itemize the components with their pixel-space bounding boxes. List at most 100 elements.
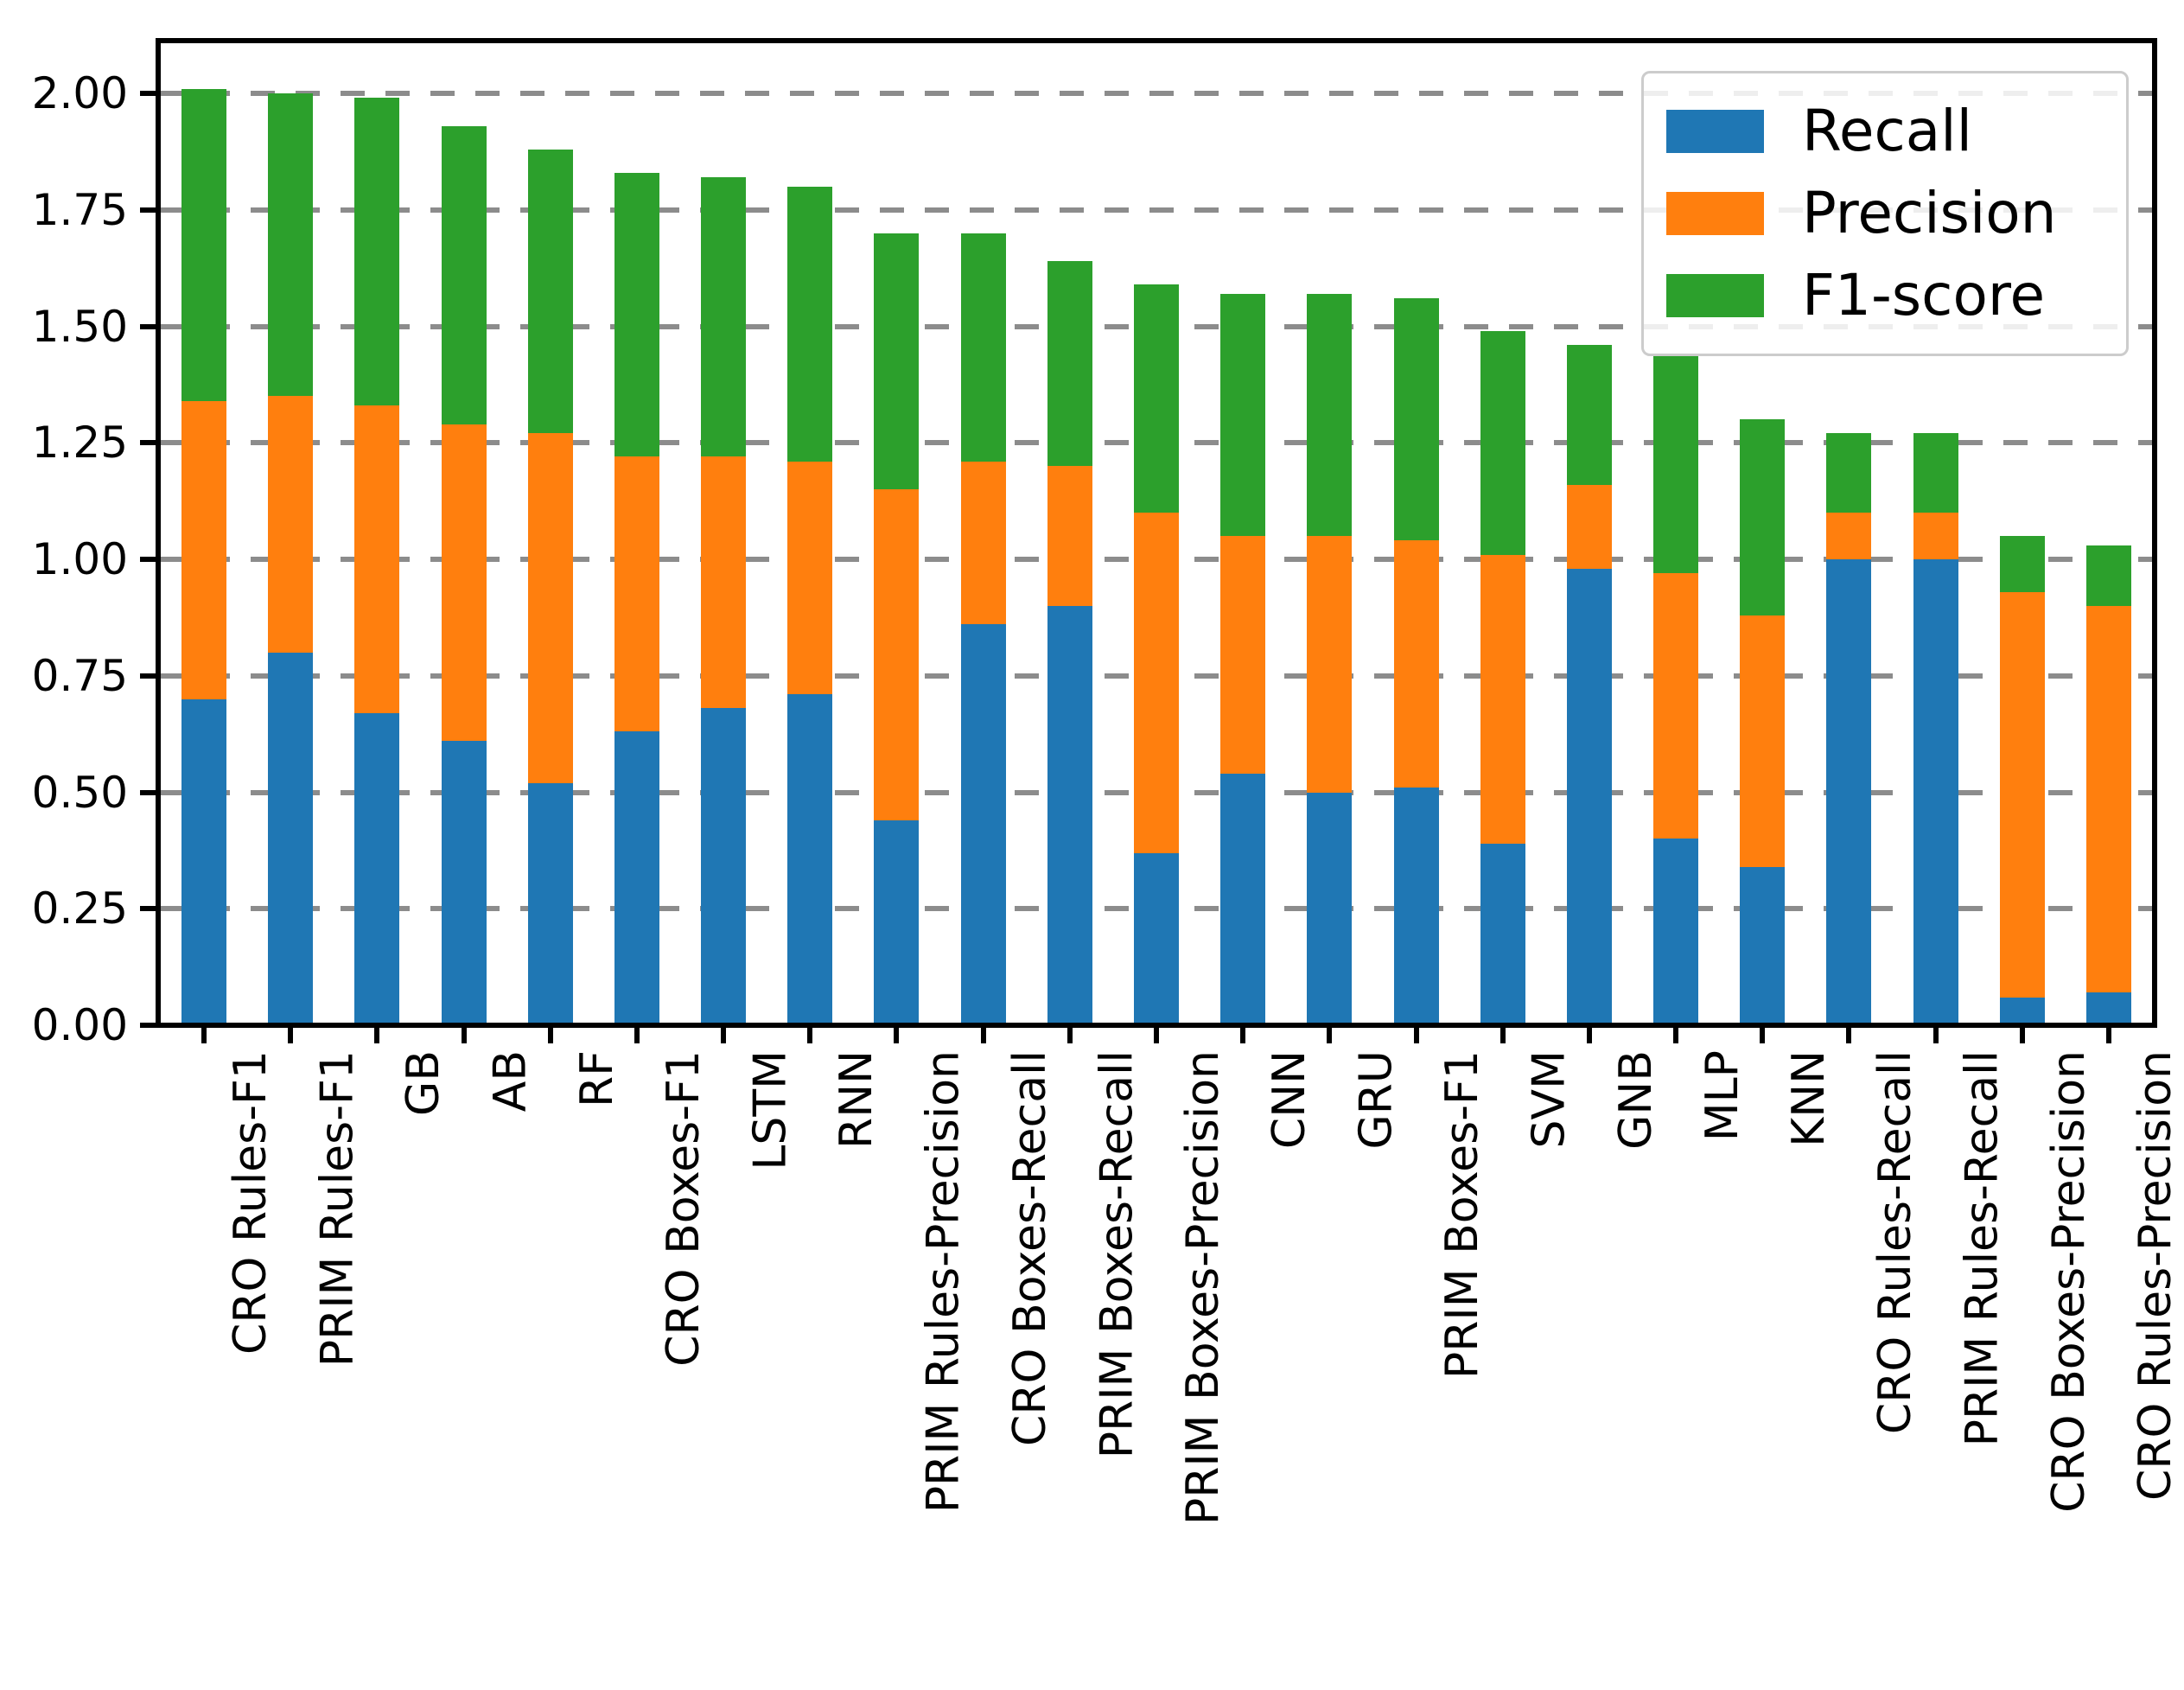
x-axis-label: GRU bbox=[1350, 1050, 1403, 1150]
legend-item-precision: Precision bbox=[1666, 184, 2104, 242]
x-axis-tick bbox=[1500, 1028, 1506, 1043]
bar-segment-f1score bbox=[1047, 261, 1092, 467]
bar-segment-precision bbox=[1999, 591, 2045, 998]
y-axis-tick bbox=[140, 323, 156, 329]
bar-segment-f1score bbox=[614, 172, 659, 457]
x-axis-tick bbox=[288, 1028, 294, 1043]
x-axis-tick bbox=[1067, 1028, 1073, 1043]
bar-segment-recall bbox=[787, 694, 833, 1025]
y-axis-tick-label: 0.25 bbox=[31, 883, 128, 934]
legend-label-recall: Recall bbox=[1802, 98, 1972, 165]
bar-segment-recall bbox=[354, 712, 400, 1025]
x-axis-tick bbox=[2019, 1028, 2025, 1043]
x-axis-label: LSTM bbox=[744, 1050, 797, 1170]
x-axis-tick bbox=[201, 1028, 207, 1043]
bar-segment-f1score bbox=[354, 98, 400, 406]
bar-segment-precision bbox=[181, 400, 227, 699]
bar-segment-recall bbox=[441, 741, 487, 1025]
x-axis-label: CRO Rules-Precision bbox=[2129, 1050, 2181, 1501]
bar-segment-recall bbox=[960, 624, 1006, 1025]
x-axis-label: PRIM Boxes-F1 bbox=[1436, 1050, 1489, 1380]
bar-segment-recall bbox=[1480, 843, 1525, 1025]
x-axis-label: PRIM Rules-F1 bbox=[311, 1050, 364, 1368]
x-axis-label: CRO Boxes-F1 bbox=[657, 1050, 710, 1367]
y-axis-tick-label: 0.50 bbox=[31, 767, 128, 818]
x-axis-tick bbox=[1846, 1028, 1852, 1043]
x-axis-tick bbox=[721, 1028, 727, 1043]
gridline bbox=[161, 207, 2152, 213]
bar-segment-recall bbox=[1999, 997, 2045, 1025]
bar-segment-precision bbox=[2085, 605, 2131, 993]
bar-segment-precision bbox=[787, 461, 833, 695]
x-axis-label: GNB bbox=[1609, 1050, 1662, 1150]
y-axis-tick-label: 1.25 bbox=[31, 418, 128, 469]
y-axis-tick-label: 1.00 bbox=[31, 534, 128, 584]
y-axis-tick-label: 1.50 bbox=[31, 301, 128, 352]
bar-segment-recall bbox=[1047, 605, 1092, 1025]
bar-segment-precision bbox=[441, 424, 487, 742]
x-axis-label: CRO Rules-Recall bbox=[1869, 1050, 1922, 1435]
bar-segment-f1score bbox=[787, 186, 833, 462]
x-axis-tick bbox=[1327, 1028, 1333, 1043]
bar-segment-precision bbox=[614, 456, 659, 732]
plot-area bbox=[161, 43, 2152, 1025]
x-axis-tick bbox=[634, 1028, 640, 1043]
bar-segment-recall bbox=[1393, 788, 1439, 1025]
legend-swatch-precision-icon bbox=[1666, 191, 1764, 235]
bar-segment-f1score bbox=[2085, 545, 2131, 606]
x-axis-label: KNN bbox=[1783, 1050, 1836, 1147]
bar-segment-precision bbox=[1047, 466, 1092, 606]
bar-segment-precision bbox=[960, 461, 1006, 625]
x-axis-tick bbox=[894, 1028, 900, 1043]
bar-segment-recall bbox=[1913, 559, 1958, 1025]
x-axis-tick bbox=[980, 1028, 986, 1043]
axis-spine-bottom bbox=[156, 1023, 2157, 1028]
x-axis-label: RF bbox=[570, 1050, 623, 1108]
x-axis-tick bbox=[1413, 1028, 1419, 1043]
bar-segment-precision bbox=[1826, 513, 1872, 559]
bar-segment-f1score bbox=[441, 125, 487, 424]
bar-segment-f1score bbox=[1740, 419, 1786, 615]
bar-segment-recall bbox=[1220, 773, 1266, 1025]
bar-segment-f1score bbox=[1566, 345, 1612, 485]
axis-spine-top bbox=[156, 38, 2157, 43]
axis-spine-right bbox=[2152, 38, 2157, 1028]
y-axis-tick bbox=[140, 1023, 156, 1028]
x-axis-label: RNN bbox=[831, 1050, 883, 1149]
x-axis-tick bbox=[461, 1028, 467, 1043]
bar-segment-recall bbox=[268, 652, 314, 1025]
bar-segment-precision bbox=[1393, 540, 1439, 788]
bar-segment-recall bbox=[1653, 839, 1699, 1025]
bar-segment-f1score bbox=[1134, 284, 1179, 513]
bar-segment-f1score bbox=[1480, 330, 1525, 555]
legend-swatch-f1score-icon bbox=[1666, 273, 1764, 317]
bar-segment-precision bbox=[1134, 513, 1179, 853]
bar-segment-recall bbox=[1826, 559, 1872, 1025]
bar-segment-precision bbox=[354, 405, 400, 713]
legend-item-recall: Recall bbox=[1666, 103, 2104, 160]
x-axis-label: CNN bbox=[1264, 1050, 1316, 1150]
x-axis-label: MLP bbox=[1697, 1050, 1749, 1142]
bar-segment-precision bbox=[1653, 573, 1699, 839]
x-axis-label: PRIM Rules-Recall bbox=[1956, 1050, 2009, 1447]
x-axis-label: GB bbox=[398, 1050, 450, 1116]
gridline bbox=[161, 91, 2152, 96]
bar-segment-f1score bbox=[527, 149, 573, 434]
x-axis-tick bbox=[1673, 1028, 1679, 1043]
bar-segment-recall bbox=[1566, 568, 1612, 1025]
x-axis-tick bbox=[1240, 1028, 1246, 1043]
x-axis-label: PRIM Boxes-Precision bbox=[1177, 1050, 1229, 1526]
bar-segment-f1score bbox=[874, 233, 920, 490]
x-axis-tick bbox=[374, 1028, 380, 1043]
bar-segment-f1score bbox=[960, 233, 1006, 462]
legend-label-f1score: F1-score bbox=[1802, 261, 2046, 328]
x-axis-label: AB bbox=[484, 1050, 537, 1113]
bar-segment-f1score bbox=[1307, 293, 1353, 537]
x-axis-tick bbox=[807, 1028, 813, 1043]
bar-segment-precision bbox=[527, 433, 573, 783]
y-axis-tick-label: 2.00 bbox=[31, 68, 128, 118]
x-axis-label: CRO Boxes-Precision bbox=[2042, 1050, 2095, 1513]
bar-segment-f1score bbox=[1999, 536, 2045, 592]
x-axis-tick bbox=[2105, 1028, 2111, 1043]
